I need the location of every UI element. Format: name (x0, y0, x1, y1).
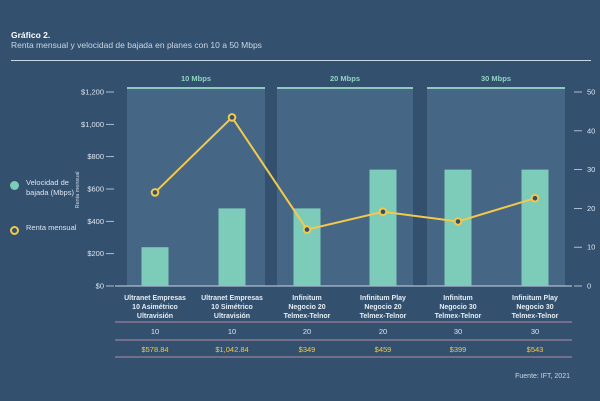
category-label: Infinitum Play (512, 295, 558, 302)
group-label: 20 Mbps (330, 74, 360, 83)
legend-label-renta: Renta mensual (26, 223, 77, 232)
category-label: Ultravisión (137, 313, 173, 320)
legend-swatch-velocidad (10, 181, 19, 190)
category-label: Negocio 20 (288, 304, 325, 311)
group-band-top (427, 87, 565, 89)
group-label: 10 Mbps (181, 74, 211, 83)
table-cell: 10 (228, 327, 236, 336)
category-labels: Ultranet Empresas 10 Asimétrico Ultravisió… (124, 295, 559, 320)
category-label: 10 Simétrico (211, 304, 253, 311)
category-label: Telmex-Telnor (284, 313, 331, 320)
table-cell: $459 (375, 345, 392, 354)
y-tick-label: $0 (96, 282, 104, 291)
renta-point (453, 217, 463, 226)
bar-series (141, 169, 549, 286)
line-series (150, 113, 540, 234)
category-label: 10 Asimétrico (132, 304, 178, 311)
table-cell: $1,042.84 (215, 345, 248, 354)
renta-line (154, 115, 536, 231)
y-tick-label: $200 (87, 249, 104, 258)
category-label: Infinitum (292, 295, 322, 302)
category-label: Ultranet Empresas (124, 295, 186, 302)
renta-point (302, 225, 312, 234)
table-cell: $399 (450, 345, 467, 354)
renta-point (150, 188, 160, 197)
table-cell: 30 (531, 327, 539, 336)
group-band-top (127, 87, 265, 89)
bar (521, 169, 549, 286)
source-note: Fuente: IFT, 2021 (515, 373, 570, 380)
category-label: Infinitum (443, 295, 473, 302)
category-label: Telmex-Telnor (435, 313, 482, 320)
category-label: Telmex-Telnor (512, 313, 559, 320)
y2-tick-label: 0 (587, 282, 591, 291)
title-divider (11, 60, 591, 61)
category-label: Negocio 20 (364, 304, 401, 311)
table-cell: 10 (151, 327, 159, 336)
bar (218, 208, 246, 286)
category-label: Ultranet Empresas (201, 295, 263, 302)
table-cell: $543 (527, 345, 544, 354)
chart-subtitle: Renta mensual y velocidad de bajada en p… (11, 40, 262, 50)
table-cell: 20 (379, 327, 387, 336)
group-label: 30 Mbps (481, 74, 511, 83)
y-tick-label: $1,200 (81, 88, 104, 97)
table-cell: $349 (299, 345, 316, 354)
table-cell: 30 (454, 327, 462, 336)
table-cell: 20 (303, 327, 311, 336)
bar (444, 169, 472, 286)
group-band-top (277, 87, 413, 89)
bar (293, 208, 321, 286)
y-tick-label: $600 (87, 185, 104, 194)
value-table: 10 10 20 20 30 30 $578.84 $1,042.84 $349 $459 $399… (115, 321, 572, 358)
y2-tick-label: 20 (587, 204, 595, 213)
renta-point (227, 113, 237, 122)
category-label: Telmex-Telnor (360, 313, 407, 320)
y2-tick-label: 30 (587, 165, 595, 174)
category-label: Ultravisión (214, 313, 250, 320)
category-label: Negocio 30 (516, 304, 553, 311)
renta-point (530, 193, 540, 203)
y-tick-label: $400 (87, 217, 104, 226)
y-tick-label: $1,000 (81, 120, 104, 129)
y2-tick-label: 10 (587, 243, 595, 252)
bar (141, 247, 169, 286)
renta-point (378, 207, 388, 217)
category-label: Infinitum Play (360, 295, 406, 302)
y-axis-title: Renta mensual (75, 172, 81, 209)
category-label: Negocio 30 (439, 304, 476, 311)
y2-tick-label: 50 (587, 88, 595, 97)
table-cell: $578.84 (141, 345, 168, 354)
legend-swatch-renta (10, 226, 19, 235)
chart-title: Gráfico 2. (11, 30, 51, 40)
y-tick-label: $800 (87, 152, 104, 161)
group-bands: 10 Mbps 20 Mbps 30 Mbps (127, 74, 565, 286)
y2-tick-label: 40 (587, 126, 595, 135)
bar (369, 169, 397, 286)
legend-label-velocidad: Velocidad de bajada (Mbps) (26, 178, 74, 197)
chart-axes: $0 $200 $400 $600 $800 $1,000 $1,200 0 10 20 30 40 5… (75, 88, 595, 291)
